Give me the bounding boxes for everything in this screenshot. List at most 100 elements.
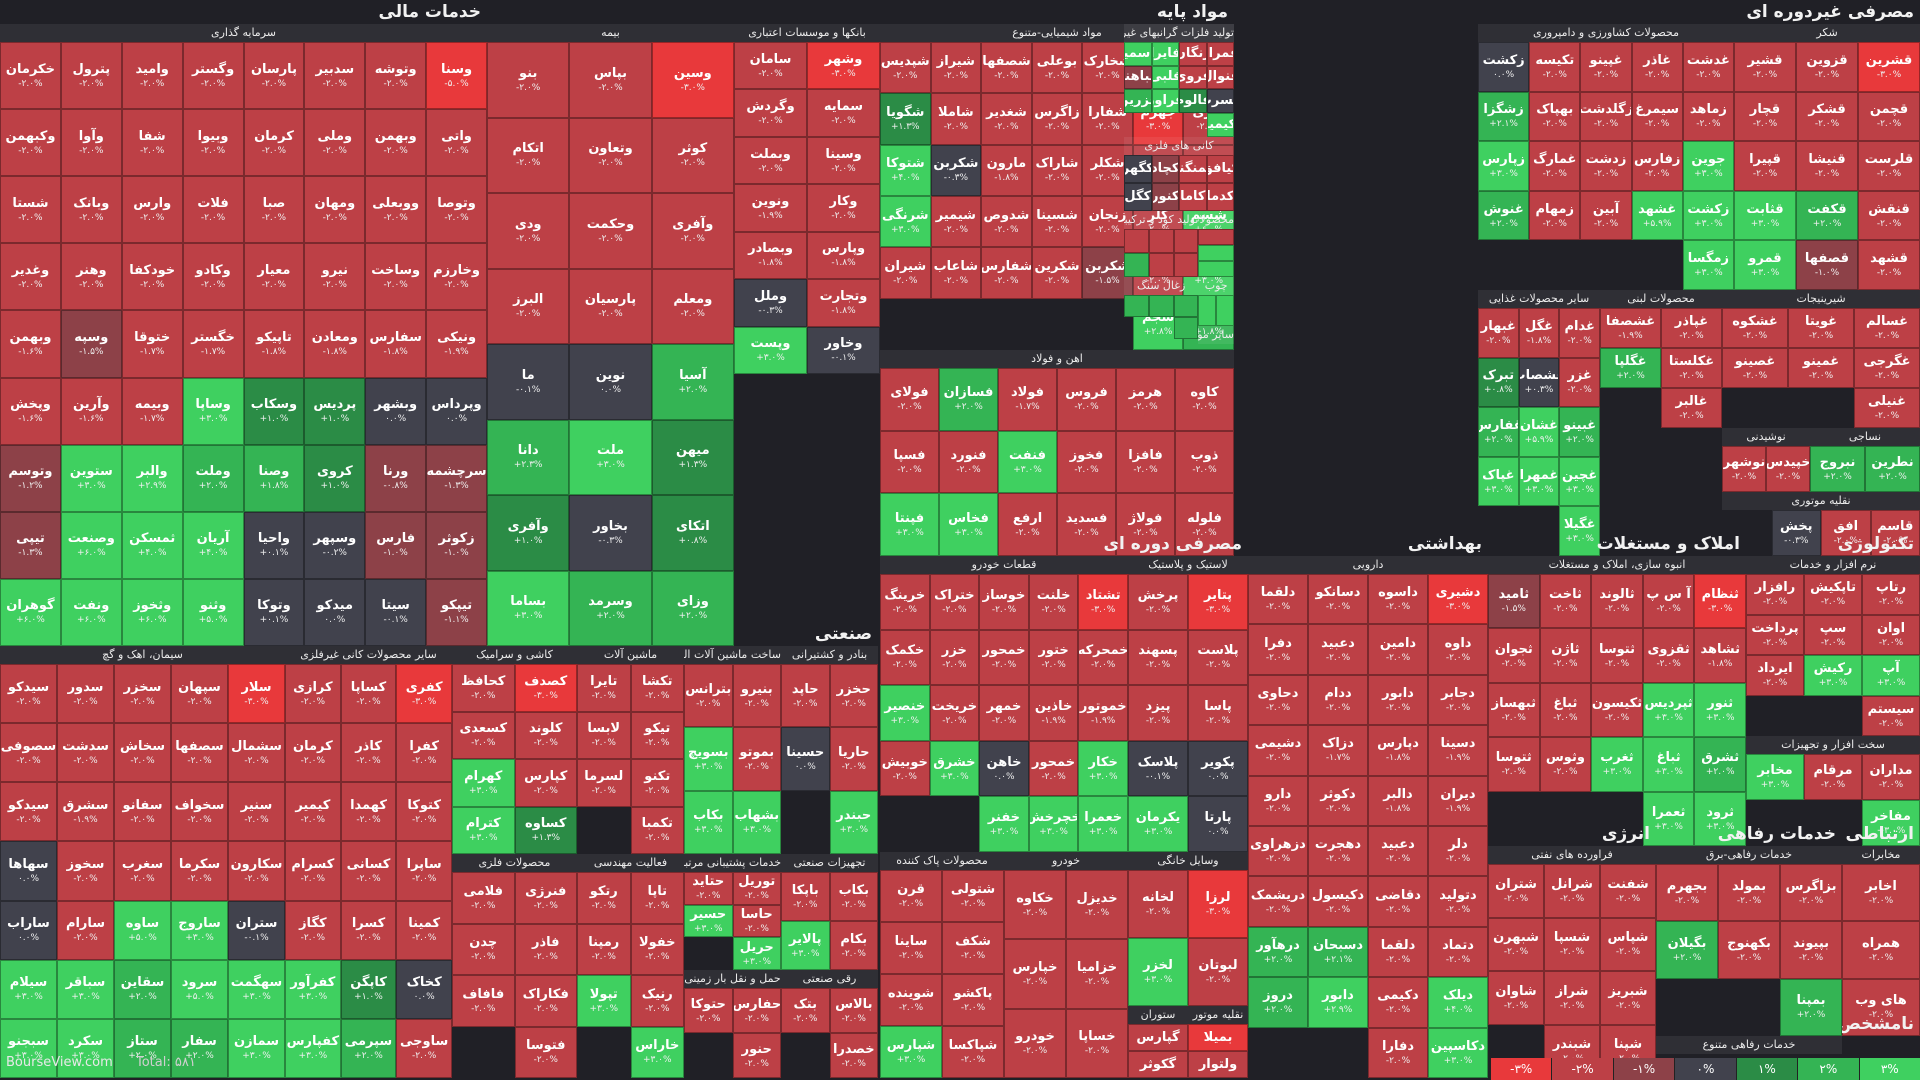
stock-tile[interactable]: وگردش -۲.۰% [734, 89, 807, 137]
stock-tile[interactable]: کسرام -۲.۰% [285, 841, 341, 901]
stock-tile[interactable]: سپرمی +۲.۰% [340, 1018, 397, 1078]
stock-tile[interactable]: پاکشو -۲.۰% [942, 974, 1004, 1026]
stock-tile[interactable]: سرچشمه -۱.۳% [426, 444, 487, 512]
stock-tile[interactable]: قصفها -۱.۰% [1796, 240, 1858, 290]
stock-tile[interactable]: وثخوز +۶.۰% [121, 578, 183, 646]
stock-tile[interactable]: وبیمه -۱.۷% [121, 377, 183, 445]
stock-tile[interactable]: کروی +۱.۰% [304, 444, 366, 512]
stock-tile[interactable]: وسین -۳.۰% [651, 42, 734, 118]
stock-tile[interactable]: حریل +۳.۰% [732, 937, 781, 970]
stock-tile[interactable]: وآفری -۲.۰% [651, 193, 734, 269]
stock-tile[interactable]: هرمز -۲.۰% [1116, 368, 1175, 431]
stock-tile[interactable]: وسپه -۱.۵% [60, 310, 122, 378]
stock-tile[interactable]: ختراک -۲.۰% [929, 574, 980, 630]
stock-tile[interactable]: بوعلی -۲.۰% [1031, 42, 1083, 94]
stock-tile[interactable]: بگیلان +۲.۰% [1656, 921, 1718, 979]
stock-tile[interactable]: سهاها ۰.۰% [0, 841, 57, 901]
stock-tile[interactable]: خشرق +۳.۰% [929, 740, 980, 797]
stock-tile[interactable]: دریشمک -۲.۰% [1248, 876, 1308, 927]
stock-tile[interactable]: کیمیا [1206, 112, 1234, 137]
stock-tile[interactable]: بکهنوج -۲.۰% [1718, 921, 1780, 979]
stock-tile[interactable]: حاسا -۲.۰% [732, 904, 781, 938]
stock-tile[interactable]: سفار +۲.۰% [171, 1018, 228, 1078]
stock-tile[interactable]: غشکوه -۲.۰% [1722, 308, 1788, 348]
stock-tile[interactable]: فسازان +۲.۰% [939, 368, 998, 431]
stock-tile[interactable]: پکویر ۰.۰% [1188, 740, 1248, 797]
stock-tile[interactable]: خساپا -۲.۰% [1066, 1008, 1128, 1078]
stock-tile[interactable]: خکار +۳.۰% [1078, 740, 1128, 797]
stock-tile[interactable]: زمهام -۲.۰% [1529, 190, 1581, 241]
stock-tile[interactable]: بپیوند -۲.۰% [1780, 921, 1842, 979]
stock-tile[interactable]: قمرو +۳.۰% [1734, 240, 1796, 290]
stock-tile[interactable]: وپست +۳.۰% [734, 326, 807, 374]
stock-tile[interactable]: خفولا -۲.۰% [630, 923, 684, 975]
stock-tile[interactable]: کحافظ -۲.۰% [452, 664, 515, 712]
stock-tile[interactable]: دپارس -۱.۸% [1368, 725, 1428, 776]
stock-tile[interactable]: دفارا -۲.۰% [1368, 1027, 1428, 1078]
stock-tile[interactable]: تاپکیش -۲.۰% [1804, 574, 1862, 615]
stock-tile[interactable]: دابور +۲.۹% [1308, 977, 1368, 1028]
stock-tile[interactable]: سدشت -۲.۰% [57, 723, 114, 783]
stock-tile[interactable]: خپیدس -۲.۰% [1766, 446, 1810, 492]
stock-tile[interactable]: خکمک -۲.۰% [880, 629, 930, 686]
stock-tile[interactable]: دانا +۲.۳% [487, 419, 570, 495]
stock-tile[interactable]: حاریا -۲.۰% [829, 727, 878, 791]
stock-tile[interactable]: رنیک -۲.۰% [630, 975, 684, 1027]
stock-tile[interactable]: دلقما -۲.۰% [1248, 574, 1308, 625]
stock-tile[interactable]: شیمیر -۲.۰% [930, 196, 982, 248]
stock-tile[interactable]: قنقش -۲.۰% [1858, 190, 1920, 241]
stock-tile[interactable]: شبهرن -۲.۰% [1488, 917, 1544, 971]
stock-tile[interactable]: زنگان [1179, 42, 1207, 66]
stock-tile[interactable]: شپدیس -۲.۰% [880, 42, 931, 94]
stock-tile[interactable]: قشرین -۳.۰% [1858, 42, 1920, 92]
stock-tile[interactable]: تیپکو -۱.۱% [426, 578, 487, 646]
stock-tile[interactable]: فاذر -۲.۰% [514, 923, 577, 975]
stock-tile[interactable]: زگلدشت -۲.۰% [1580, 91, 1632, 142]
stock-tile[interactable]: فلبی [1151, 65, 1179, 90]
stock-tile[interactable] [1124, 253, 1149, 278]
stock-tile[interactable]: شیراز -۲.۰% [930, 42, 982, 94]
stock-tile[interactable]: جوین +۳.۰% [1682, 141, 1734, 191]
stock-tile[interactable] [1148, 253, 1174, 278]
stock-tile[interactable]: خرینگ -۲.۰% [880, 574, 930, 630]
stock-tile[interactable]: حخزر -۲.۰% [829, 664, 878, 728]
stock-tile[interactable]: خکاوه -۲.۰% [1004, 870, 1066, 940]
stock-tile[interactable]: دزاک -۱.۷% [1308, 725, 1368, 776]
stock-tile[interactable]: بخاور -۰.۳% [569, 495, 652, 571]
stock-tile[interactable]: وملل -۰.۳% [734, 279, 807, 327]
stock-tile[interactable]: بساما +۳.۰% [487, 570, 570, 646]
stock-tile[interactable]: حنور -۲.۰% [732, 1033, 781, 1078]
stock-tile[interactable]: غنیلی -۲.۰% [1854, 388, 1920, 428]
stock-tile[interactable]: وساپا +۳.۰% [182, 377, 244, 445]
stock-tile[interactable]: زکشت +۳.۰% [1682, 190, 1734, 241]
stock-tile[interactable]: وملی -۲.۰% [304, 109, 366, 177]
stock-tile[interactable]: دشیمی -۲.۰% [1248, 725, 1308, 776]
stock-tile[interactable]: سرود +۵.۰% [171, 959, 228, 1019]
stock-tile[interactable]: سشمال -۲.۰% [228, 723, 285, 783]
stock-tile[interactable]: تیپی -۱.۳% [0, 511, 61, 579]
stock-tile[interactable]: مارون -۱.۸% [981, 144, 1032, 196]
stock-tile[interactable]: پسهند -۲.۰% [1128, 629, 1188, 686]
stock-tile[interactable]: شصفها -۲.۰% [981, 42, 1032, 94]
stock-tile[interactable]: وخاور -۰.۱% [807, 326, 880, 374]
stock-tile[interactable]: ستاز +۲.۰% [114, 1018, 171, 1078]
stock-tile[interactable]: وبصادر -۱.۸% [734, 231, 807, 280]
stock-tile[interactable]: سدور -۲.۰% [57, 664, 114, 724]
stock-tile[interactable]: غگیلا +۳.۰% [1559, 506, 1600, 556]
stock-tile[interactable]: باپکا -۲.۰% [781, 872, 830, 921]
stock-tile[interactable]: ثباغ -۲.۰% [1539, 682, 1592, 738]
stock-tile[interactable]: ذوب -۲.۰% [1175, 430, 1234, 494]
stock-tile[interactable]: پخش -۰.۳% [1771, 510, 1821, 556]
stock-tile[interactable]: شسینا -۲.۰% [1031, 196, 1083, 248]
stock-tile[interactable]: شپاس -۲.۰% [1600, 917, 1656, 971]
stock-tile[interactable]: سدبیر -۲.۰% [304, 42, 366, 110]
stock-tile[interactable]: سشرق -۱.۹% [57, 782, 114, 842]
stock-tile[interactable]: دلر -۲.۰% [1428, 826, 1488, 877]
stock-tile[interactable]: وبملت -۲.۰% [734, 136, 807, 185]
stock-tile[interactable]: دسینا -۱.۹% [1428, 725, 1488, 776]
stock-tile[interactable]: فمراد [1206, 42, 1234, 66]
stock-tile[interactable]: بمپنا +۲.۰% [1780, 978, 1842, 1036]
stock-tile[interactable]: کترام +۳.۰% [452, 806, 515, 854]
stock-tile[interactable]: پرداخت -۲.۰% [1746, 614, 1804, 655]
stock-tile[interactable]: سکرد +۳.۰% [57, 1018, 114, 1078]
